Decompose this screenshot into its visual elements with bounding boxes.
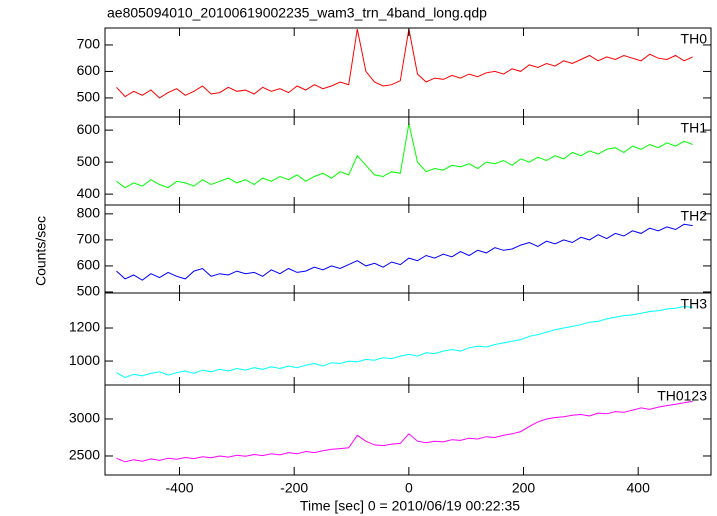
panel-frame (104, 384, 712, 476)
y-tick-label: 400 (77, 185, 101, 201)
x-tick-label: 0 (405, 480, 413, 496)
series-label: TH0 (681, 31, 708, 47)
y-tick-label: 800 (77, 205, 101, 221)
x-tick-label: -400 (166, 480, 194, 496)
panel-frame (104, 27, 712, 118)
x-tick-label: 200 (512, 480, 536, 496)
y-tick-label: 500 (77, 89, 101, 105)
y-tick-label: 600 (77, 62, 101, 78)
y-tick-label: 500 (77, 283, 101, 299)
data-line (116, 123, 693, 189)
series-label: TH0123 (657, 388, 707, 404)
y-tick-label: 3000 (69, 410, 100, 426)
data-line (116, 223, 693, 281)
series-label: TH1 (681, 120, 708, 136)
y-axis-label: Counts/sec (33, 216, 49, 286)
x-axis-label: Time [sec] 0 = 2010/06/19 00:22:35 (300, 498, 520, 514)
series-label: TH3 (681, 296, 708, 312)
panel-frame (104, 204, 712, 294)
x-tick-label: 400 (627, 480, 651, 496)
x-tick-label: -200 (280, 480, 308, 496)
y-tick-label: 700 (77, 231, 101, 247)
y-tick-label: 600 (77, 121, 101, 137)
y-tick-label: 500 (77, 153, 101, 169)
panel-frame (104, 292, 712, 386)
data-line (116, 305, 693, 379)
y-tick-label: 1200 (69, 319, 100, 335)
y-tick-label: 700 (77, 36, 101, 52)
series-label: TH2 (681, 208, 708, 224)
data-line (116, 29, 693, 99)
y-tick-label: 1000 (69, 352, 100, 368)
chart-title: ae805094010_20100619002235_wam3_trn_4ban… (107, 5, 487, 21)
y-tick-label: 600 (77, 257, 101, 273)
data-line (116, 400, 693, 463)
y-tick-label: 2500 (69, 447, 100, 463)
